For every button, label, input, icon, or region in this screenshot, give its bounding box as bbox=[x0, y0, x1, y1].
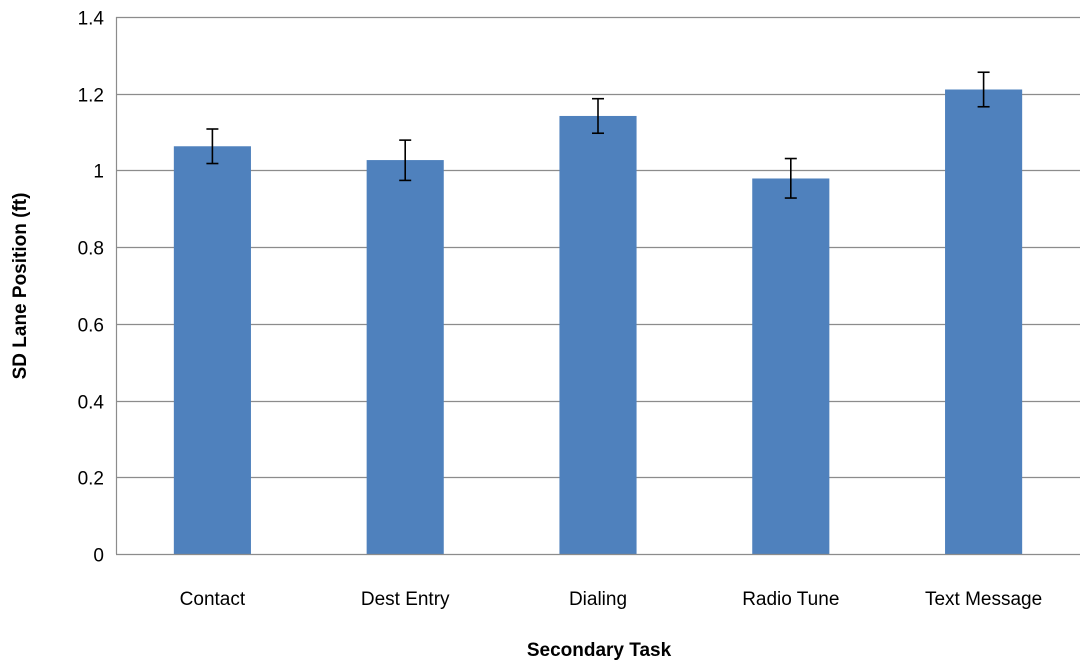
bar-0 bbox=[173, 146, 251, 555]
x-tick-label-2: Dialing bbox=[569, 589, 627, 610]
bar-1 bbox=[366, 160, 444, 554]
x-tick-labels: Contact Dest Entry Dialing Radio Tune Text M… bbox=[180, 589, 1043, 610]
y-tick-label-6: 1.2 bbox=[78, 86, 104, 107]
y-tick-label-3: 0.6 bbox=[78, 316, 104, 337]
axes bbox=[115, 17, 1080, 556]
bar-2 bbox=[559, 115, 637, 554]
y-tick-label-5: 1 bbox=[93, 162, 104, 183]
x-axis-title: Secondary Task bbox=[527, 640, 672, 661]
x-tick-label-0: Contact bbox=[180, 589, 246, 610]
x-tick-label-1: Dest Entry bbox=[361, 589, 450, 610]
bars bbox=[173, 89, 1023, 555]
y-tick-label-2: 0.4 bbox=[78, 393, 105, 414]
y-tick-label-1: 0.2 bbox=[78, 469, 104, 490]
y-axis-title: SD Lane Position (ft) bbox=[10, 193, 31, 380]
bar-3 bbox=[752, 178, 830, 554]
error-bars bbox=[206, 71, 990, 199]
x-tick-label-4: Text Message bbox=[925, 589, 1042, 610]
y-tick-labels: 0 0.2 0.4 0.6 0.8 1 1.2 1.4 bbox=[78, 9, 105, 567]
y-tick-label-0: 0 bbox=[93, 546, 104, 567]
y-tick-label-7: 1.4 bbox=[78, 9, 105, 30]
bar-4 bbox=[945, 89, 1023, 555]
x-tick-label-3: Radio Tune bbox=[742, 589, 839, 610]
y-tick-label-4: 0.8 bbox=[78, 239, 104, 260]
